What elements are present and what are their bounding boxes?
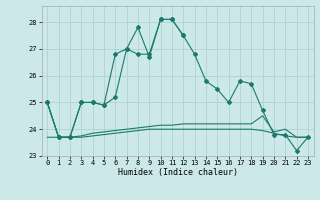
X-axis label: Humidex (Indice chaleur): Humidex (Indice chaleur) [118, 168, 237, 177]
